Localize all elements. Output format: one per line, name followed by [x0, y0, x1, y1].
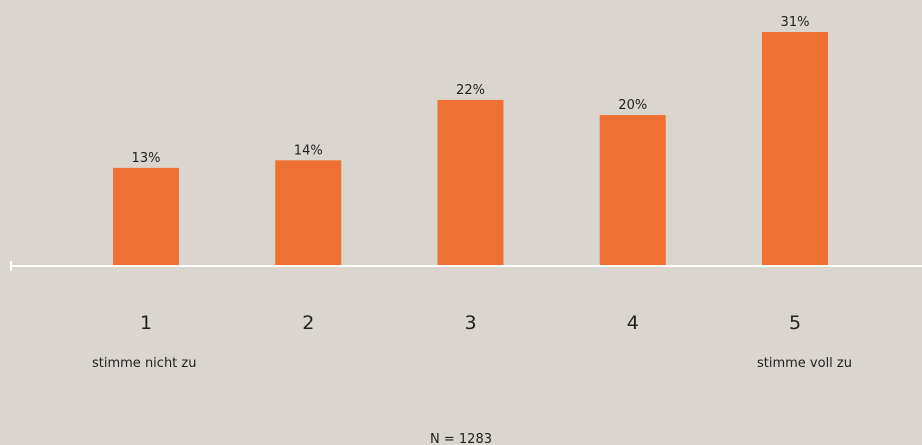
bar-4	[599, 115, 666, 266]
scale-high-label: stimme voll zu	[757, 356, 852, 371]
category-label-4: 4	[627, 312, 639, 334]
bar-5	[762, 32, 828, 266]
category-label-5: 5	[789, 312, 801, 334]
bar-value-label-5: 31%	[781, 15, 810, 30]
category-label-3: 3	[464, 312, 476, 334]
bar-value-label-4: 20%	[618, 98, 647, 113]
bar-2	[275, 160, 342, 266]
bar-1	[113, 167, 179, 266]
bars-group	[113, 32, 828, 266]
category-label-1: 1	[140, 312, 152, 334]
category-label-2: 2	[302, 312, 314, 334]
bar-value-labels: 13% 14% 22% 20% 31%	[132, 15, 810, 166]
x-axis	[10, 261, 922, 271]
bar-value-label-1: 13%	[132, 151, 161, 166]
scale-low-label: stimme nicht zu	[92, 356, 196, 371]
bar-value-label-2: 14%	[294, 143, 323, 158]
bar-3	[437, 99, 504, 266]
bar-value-label-3: 22%	[456, 83, 485, 98]
sample-size-note: N = 1283	[430, 432, 492, 445]
category-labels: 1 2 3 4 5	[140, 312, 801, 334]
